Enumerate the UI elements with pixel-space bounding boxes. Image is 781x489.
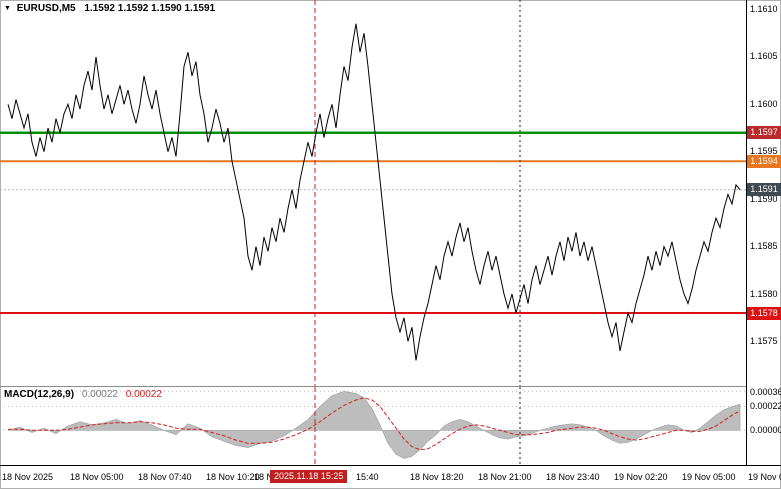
macd-header: MACD(12,26,9) 0.00022 0.00022 [4, 389, 162, 400]
time-axis-label: 18 Nov 23:40 [546, 472, 600, 482]
price-axis-label: 1.1590 [750, 193, 778, 204]
price-axis-label: 1.1605 [750, 51, 778, 62]
price-axis-label: 1.1585 [750, 241, 778, 252]
time-axis-label: 18 Nov 10:20 [206, 472, 260, 482]
time-axis: 18 Nov 2025 18 Nov 05:00 18 Nov 07:40 18 No… [0, 466, 781, 489]
macd-value-signal: 0.00022 [125, 389, 162, 400]
time-axis-label: 18 Nov 2025 [2, 472, 54, 482]
macd-axis: 0.00036 0.00022 0.00000 [747, 387, 781, 465]
price-axis-separator [746, 0, 747, 466]
macd-canvas[interactable] [0, 387, 746, 465]
time-axis-label: 19 Nov 07:40 [748, 472, 781, 482]
ohlc-values-label: 1.1592 1.1592 1.1590 1.1591 [84, 3, 216, 14]
price-axis-label: 1.1580 [750, 288, 778, 299]
price-axis-label: 1.1610 [750, 4, 778, 14]
chart-header: ▼ EURUSD,M5 1.1592 1.1592 1.1590 1.1591 [4, 3, 215, 14]
time-axis-label: 18 Nov 18:20 [410, 472, 464, 482]
time-axis-label: 18 N [254, 472, 274, 482]
price-series-line [7, 23, 741, 361]
macd-axis-label: 0.00036 [750, 387, 781, 397]
macd-histogram [7, 390, 741, 459]
price-level-badge[interactable]: 1.1591 [747, 183, 781, 197]
price-axis-label: 1.1600 [750, 98, 778, 109]
price-level-badge[interactable]: 1.1578 [747, 306, 781, 320]
price-axis-label: 1.1595 [750, 146, 778, 157]
macd-axis-label: 0.00022 [750, 401, 781, 411]
time-axis-label: 18 Nov 21:00 [478, 472, 532, 482]
time-axis-label: 18 Nov 05:00 [70, 472, 124, 482]
symbol-marker-icon: ▼ [4, 5, 11, 12]
price-axis: 1.1610 1.1605 1.1600 1.1595 1.1590 1.1585 1.15… [747, 0, 781, 386]
time-axis-label: 19 Nov 02:20 [614, 472, 668, 482]
price-level-badge[interactable]: 1.1597 [747, 126, 781, 140]
price-level-badge[interactable]: 1.1594 [747, 154, 781, 168]
time-axis-label: 15:40 [356, 472, 379, 482]
price-chart-pane[interactable]: ▼ EURUSD,M5 1.1592 1.1592 1.1590 1.1591 [0, 0, 746, 386]
macd-value-main: 0.00022 [81, 389, 118, 400]
time-axis-separator [0, 465, 781, 466]
macd-indicator-pane[interactable]: MACD(12,26,9) 0.00022 0.00022 [0, 387, 746, 465]
macd-axis-label: 0.00000 [750, 424, 781, 435]
symbol-timeframe-label: EURUSD,M5 [16, 3, 76, 14]
time-axis-label: 19 Nov 05:00 [682, 472, 736, 482]
time-marker-badge: 2025.11.18 15:25 [270, 470, 348, 483]
price-axis-label: 1.1575 [750, 335, 778, 346]
macd-label: MACD(12,26,9) [4, 389, 75, 400]
pane-separator[interactable] [0, 386, 746, 387]
price-chart-canvas[interactable] [0, 0, 746, 386]
time-axis-label: 18 Nov 07:40 [138, 472, 192, 482]
